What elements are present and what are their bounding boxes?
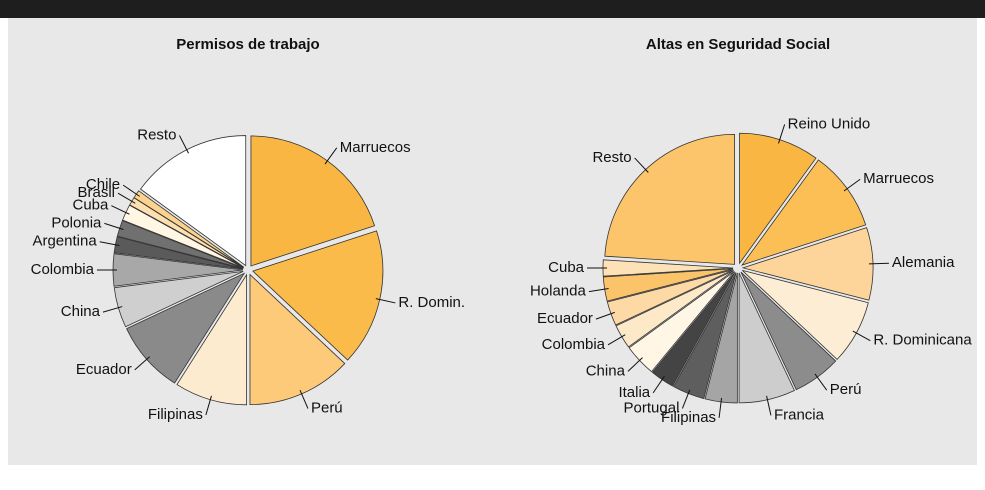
leader-line: [375, 298, 396, 304]
leader-line: [99, 241, 120, 246]
slice-label: Polonia: [51, 214, 102, 231]
slice-label: Chile: [86, 176, 120, 193]
slice-label: Ecuador: [537, 310, 593, 327]
slice-label: China: [586, 362, 626, 379]
slice-label: Resto: [592, 149, 631, 166]
slice-label: Cuba: [73, 197, 110, 214]
leader-line: [588, 287, 609, 293]
chart-title: Permisos de trabajo: [176, 36, 319, 53]
slice-label: Filipinas: [148, 406, 203, 423]
leader-line: [852, 330, 871, 342]
leader-line: [652, 376, 665, 394]
leader-line: [766, 395, 772, 416]
slice-label: Perú: [830, 381, 862, 398]
leader-line: [681, 389, 691, 409]
slice-label: Brasil: [78, 184, 116, 201]
header-bar: [0, 0, 985, 18]
slice-label: Filipinas: [661, 409, 716, 426]
slice-label: Reino Unido: [788, 115, 871, 132]
leader-line: [868, 262, 889, 265]
slice-label: Alemania: [892, 254, 955, 271]
leader-line: [134, 356, 151, 371]
leader-line: [299, 390, 309, 409]
leader-line: [179, 135, 189, 154]
slice-label: Italia: [618, 384, 650, 401]
slice-label: Portugal: [624, 399, 680, 416]
leader-line: [324, 147, 338, 165]
leader-line: [122, 184, 140, 197]
slice-label: Resto: [137, 126, 176, 143]
chart-title: Altas en Seguridad Social: [646, 36, 830, 53]
leader-line: [102, 306, 123, 313]
slice-label: Colombia: [31, 261, 95, 278]
slice-label: R. Dominicana: [873, 332, 972, 349]
slice-label: Francia: [774, 406, 825, 423]
leader-line: [718, 397, 723, 418]
leader-line: [778, 124, 786, 144]
leader-line: [117, 192, 136, 204]
slice-label: Ecuador: [76, 361, 132, 378]
slice-label: Marruecos: [863, 170, 934, 187]
leader-line: [814, 373, 828, 391]
slice-label: China: [61, 303, 101, 320]
slice-label: Perú: [311, 400, 343, 417]
slice-label: Colombia: [542, 336, 606, 353]
leader-line: [843, 178, 861, 192]
leader-line: [111, 205, 130, 215]
leader-line: [634, 157, 649, 173]
slice-label: R. Domin.: [398, 294, 465, 311]
slice-label: Argentina: [32, 233, 97, 250]
leader-line: [607, 334, 626, 346]
slice-label: Marruecos: [340, 139, 411, 156]
slice-label: Holanda: [530, 283, 587, 300]
leader-line: [205, 395, 212, 416]
leader-line: [627, 357, 643, 372]
leader-line: [595, 311, 615, 320]
slice-label: Cuba: [548, 259, 585, 276]
leader-line: [104, 222, 124, 230]
